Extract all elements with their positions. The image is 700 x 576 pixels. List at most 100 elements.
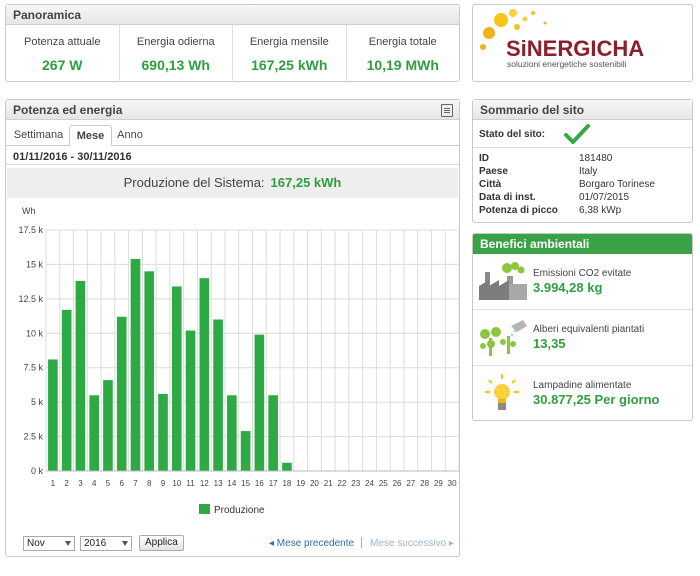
summary-value: Italy bbox=[579, 166, 598, 177]
power-panel-title: Potenza ed energia bbox=[6, 100, 459, 120]
bar-day-10 bbox=[171, 286, 182, 471]
benefit-value: 13,35 bbox=[533, 336, 566, 351]
bar-day-14 bbox=[227, 395, 237, 471]
next-month-link[interactable]: Mese successivo ▸ bbox=[370, 538, 454, 549]
company-logo: SiNERGICHA soluzioni energetiche sosteni… bbox=[472, 4, 693, 82]
x-tick-label: 28 bbox=[420, 479, 429, 488]
bar-day-8 bbox=[144, 271, 155, 471]
x-tick-label: 18 bbox=[282, 479, 291, 488]
bar-day-16 bbox=[254, 334, 265, 471]
production-summary: Produzione del Sistema: 167,25 kWh bbox=[7, 168, 458, 198]
date-range: 01/11/2016 - 30/11/2016 bbox=[13, 151, 132, 163]
bar-day-17 bbox=[268, 395, 278, 471]
summary-value: 181480 bbox=[579, 153, 613, 164]
chevron-down-icon bbox=[122, 541, 128, 546]
site-summary-panel: Sommario del sito Stato del sito: ID 1814… bbox=[472, 99, 693, 223]
factory-icon bbox=[479, 262, 527, 300]
x-tick-label: 27 bbox=[406, 479, 415, 488]
prev-month-link[interactable]: ◂ Mese precedente bbox=[269, 538, 355, 549]
checkmark-icon bbox=[564, 124, 590, 144]
kpi-total-energy: Energia totale 10,19 MWh bbox=[347, 25, 460, 82]
x-tick-label: 8 bbox=[147, 479, 152, 488]
logo-name: SiNERGICHA bbox=[506, 36, 644, 61]
benefit-lightbulbs: Lampadine alimentate 30.877,25 Per giorn… bbox=[473, 366, 692, 422]
x-tick-label: 2 bbox=[64, 479, 69, 488]
x-tick-label: 22 bbox=[338, 479, 347, 488]
x-tick-label: 24 bbox=[365, 479, 374, 488]
apply-button[interactable]: Applica bbox=[139, 535, 184, 551]
status-label: Stato del sito: bbox=[479, 129, 546, 140]
month-select[interactable]: Nov bbox=[23, 536, 75, 551]
kpi-current-power: Potenza attuale 267 W bbox=[6, 25, 120, 82]
x-tick-label: 14 bbox=[227, 479, 236, 488]
x-tick-label: 12 bbox=[200, 479, 209, 488]
bar-day-18 bbox=[282, 462, 292, 471]
bar-day-3 bbox=[75, 280, 86, 471]
bar-day-6 bbox=[116, 316, 127, 471]
summary-key: Potenza di picco bbox=[479, 205, 558, 216]
bar-day-4 bbox=[89, 395, 100, 471]
bar-day-9 bbox=[158, 393, 168, 471]
kpi-label: Potenza attuale bbox=[24, 36, 101, 48]
y-tick-label: 12.5 k bbox=[18, 294, 43, 304]
x-tick-label: 3 bbox=[78, 479, 83, 488]
overview-panel: Panoramica Potenza attuale 267 W Energia… bbox=[5, 4, 460, 82]
bar-day-12 bbox=[199, 278, 210, 471]
benefits-title: Benefici ambientali bbox=[473, 234, 692, 254]
tree-icon bbox=[480, 320, 527, 356]
x-tick-label: 25 bbox=[379, 479, 388, 488]
production-value: 167,25 kWh bbox=[270, 175, 342, 190]
x-tick-label: 5 bbox=[106, 479, 111, 488]
tab-mese[interactable]: Mese bbox=[69, 125, 112, 146]
x-tick-label: 21 bbox=[324, 479, 333, 488]
year-select[interactable]: 2016 bbox=[80, 536, 132, 551]
x-tick-label: 1 bbox=[51, 479, 56, 488]
logo-graphic: SiNERGICHA soluzioni energetiche sosteni… bbox=[480, 9, 644, 69]
kpi-value: 167,25 kWh bbox=[251, 57, 328, 73]
benefit-co2: Emissioni CO2 evitate 3.994,28 kg bbox=[473, 254, 692, 310]
summary-key: Data di inst. bbox=[479, 192, 536, 203]
bar-day-7 bbox=[130, 258, 141, 471]
x-tick-label: 15 bbox=[241, 479, 250, 488]
benefit-label: Lampadine alimentate bbox=[533, 380, 632, 391]
bar-day-11 bbox=[185, 330, 196, 471]
kpi-value: 10,19 MWh bbox=[366, 57, 439, 73]
tab-settimana[interactable]: Settimana bbox=[13, 129, 64, 141]
export-icon[interactable] bbox=[441, 104, 453, 117]
y-tick-label: 2.5 k bbox=[23, 432, 43, 442]
x-tick-label: 17 bbox=[269, 479, 278, 488]
x-tick-label: 13 bbox=[214, 479, 223, 488]
production-chart: Wh0 k2.5 k5 k7.5 k10 k12.5 k15 k17.5 k1 2… bbox=[18, 206, 459, 516]
y-tick-label: 15 k bbox=[26, 259, 44, 269]
period-tabs: Settimana Mese Anno bbox=[6, 125, 459, 146]
bar-day-13 bbox=[213, 319, 223, 471]
benefit-label: Emissioni CO2 evitate bbox=[533, 268, 632, 279]
kpi-daily-energy: Energia odierna 690,13 Wh bbox=[120, 25, 233, 82]
x-tick-label: 16 bbox=[255, 479, 264, 488]
x-tick-label: 6 bbox=[119, 479, 124, 488]
summary-value: Borgaro Torinese bbox=[579, 179, 655, 190]
x-tick-label: 23 bbox=[351, 479, 360, 488]
y-tick-label: 7.5 k bbox=[23, 363, 43, 373]
year-select-value: 2016 bbox=[84, 538, 107, 549]
tab-anno[interactable]: Anno bbox=[117, 129, 143, 141]
y-tick-label: 0 k bbox=[31, 466, 44, 476]
legend-label: Produzione bbox=[214, 505, 265, 516]
x-tick-label: 30 bbox=[448, 479, 457, 488]
x-tick-label: 29 bbox=[434, 479, 443, 488]
logo-tagline: soluzioni energetiche sostenibili bbox=[507, 59, 627, 69]
kpi-label: Energia totale bbox=[368, 36, 437, 48]
kpi-label: Energia mensile bbox=[249, 36, 329, 48]
summary-value: 01/07/2015 bbox=[579, 192, 630, 203]
legend-swatch bbox=[199, 504, 210, 514]
bar-day-15 bbox=[240, 431, 251, 471]
x-tick-label: 10 bbox=[172, 479, 181, 488]
x-tick-label: 4 bbox=[92, 479, 97, 488]
bar-day-1 bbox=[48, 359, 58, 471]
site-status: Stato del sito: bbox=[473, 120, 692, 148]
x-tick-label: 11 bbox=[186, 479, 195, 488]
power-energy-panel: Potenza ed energia Settimana Mese Anno 0… bbox=[5, 99, 460, 557]
summary-value: 6,38 kWp bbox=[579, 205, 622, 216]
x-tick-label: 19 bbox=[296, 479, 305, 488]
x-tick-label: 7 bbox=[133, 479, 138, 488]
